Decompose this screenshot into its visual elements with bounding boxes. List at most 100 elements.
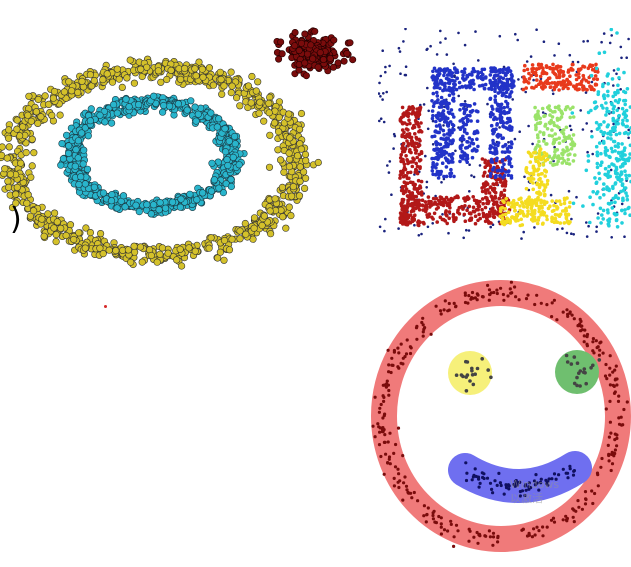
smiley-ring-point [373, 395, 377, 399]
blue-point [436, 176, 441, 180]
red-point [427, 201, 432, 206]
inner-ring-point [147, 210, 155, 218]
outer-ring-point [12, 199, 20, 207]
smiley-ring-point [580, 507, 584, 511]
inner-ring-point [227, 176, 235, 184]
yellow-point [537, 215, 541, 220]
inner-ring-point [177, 195, 185, 203]
outer-ring-point [207, 234, 215, 242]
red-point [483, 205, 488, 210]
yellow-point [546, 206, 551, 211]
smiley-ring-point [593, 491, 597, 496]
cyan-point [614, 122, 619, 126]
orange-point [538, 74, 543, 79]
blue-point [431, 113, 435, 118]
noise-point [425, 186, 428, 189]
cyan-point [625, 87, 630, 91]
inner-ring-point [169, 198, 177, 206]
red-point [480, 157, 485, 161]
cyan-point [617, 131, 622, 136]
cyan-point [598, 163, 603, 167]
yellow-point [545, 200, 549, 205]
smiley-ring-point [439, 312, 443, 316]
smiley-ring-point [420, 320, 424, 325]
outer-ring-point [44, 210, 52, 218]
smiley-ring-point [438, 309, 443, 313]
smiley-ring-point [609, 468, 613, 473]
smiley-ring-point [386, 461, 390, 465]
outer-ring-point [220, 82, 228, 90]
red-point [445, 221, 449, 226]
red-point [417, 152, 422, 157]
noise-point [489, 225, 492, 229]
red-point [419, 150, 424, 154]
cyan-point [617, 98, 622, 102]
outer-ring-point [5, 143, 13, 151]
smiley-ring-point [392, 451, 396, 455]
noise-point [467, 229, 471, 232]
outer-ring-point [225, 246, 234, 254]
noise-point [392, 132, 396, 136]
smiley-ring-point [591, 340, 595, 344]
smiley-ring-point [532, 527, 536, 531]
inner-ring-point [156, 199, 164, 207]
smiley-ring-point [550, 315, 554, 319]
smiley-ring-point [610, 452, 614, 456]
outer-ring-point [266, 131, 274, 139]
red-point [420, 198, 425, 202]
mouth-point [547, 477, 551, 481]
cyan-point [620, 183, 625, 187]
orange-point [561, 79, 566, 83]
smiley-ring-point [380, 430, 384, 434]
red-point [495, 181, 499, 185]
red-point [480, 197, 485, 201]
red-point [502, 193, 506, 197]
yellow-point [518, 204, 522, 208]
orange-point [534, 73, 539, 78]
inner-ring-point [71, 162, 79, 170]
outer-ring-point [113, 65, 121, 73]
cyan-point [593, 106, 597, 111]
blue-point [442, 73, 446, 78]
mouth-point [561, 467, 565, 471]
smiley-ring-point [433, 520, 437, 524]
yellow-point [537, 209, 541, 214]
red-point [400, 121, 405, 126]
outer-ring-point [13, 125, 21, 133]
outer-ring-point [282, 224, 290, 232]
cyan-point [624, 173, 628, 178]
outer-ring-point [24, 191, 32, 199]
noise-point [404, 65, 408, 68]
mouth-point [539, 477, 543, 481]
yellow-point [534, 203, 539, 207]
red-point [462, 196, 466, 201]
red-point [418, 166, 422, 171]
noise-point [384, 217, 387, 221]
inner-ring-point [225, 137, 233, 145]
blue-point [506, 66, 511, 70]
lightgreen-point [555, 124, 559, 128]
smiley-ring-point [382, 472, 386, 476]
right-eye-point [578, 369, 583, 373]
inner-ring-point [192, 117, 200, 125]
blue-point [509, 164, 514, 169]
red-point [406, 170, 410, 175]
cyan-point [606, 82, 610, 86]
outer-ring-point [40, 232, 48, 240]
outer-ring-point [5, 126, 13, 134]
blue-point [507, 110, 511, 115]
red-point [462, 212, 467, 217]
inner-ring-point [223, 156, 231, 164]
yellow-point [519, 217, 523, 222]
red-point [410, 164, 415, 169]
blue-point [493, 89, 497, 93]
red-point [493, 190, 498, 195]
cyan-point [606, 136, 610, 140]
blue-point [447, 87, 452, 91]
yellow-point [553, 216, 558, 221]
cyan-point [596, 92, 600, 97]
left-eye-point [480, 357, 484, 361]
dark-blob-point [334, 59, 342, 67]
inner-ring-point [125, 103, 133, 111]
left-eye-point [489, 375, 493, 380]
